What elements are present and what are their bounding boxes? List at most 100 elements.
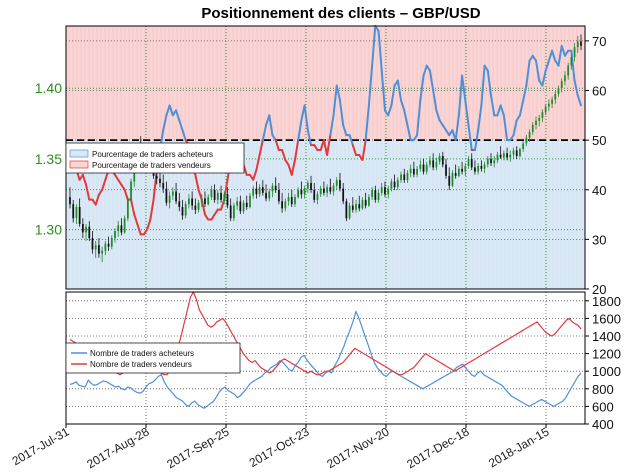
percentage-line-segment xyxy=(175,109,181,122)
date-axis: 2017-Jul-31 2017-Aug-28 2017-Sep-25 2017-Oc… xyxy=(10,424,552,471)
candle-body xyxy=(194,205,197,210)
count-tick-label: 1800 xyxy=(592,294,621,309)
candle-body xyxy=(81,223,84,233)
bottom-legend: Nombre de traders acheteurs Nombre de tr… xyxy=(65,342,241,374)
candle-body xyxy=(429,160,431,165)
candle-body xyxy=(448,175,451,186)
candle-body xyxy=(329,187,332,192)
percent-tick-label: 50 xyxy=(592,133,606,148)
candle-body xyxy=(480,165,483,169)
grid xyxy=(66,292,585,424)
percentage-line-segment xyxy=(178,119,184,132)
candle-body xyxy=(75,206,78,219)
percentage-line-segment xyxy=(165,104,171,117)
percentage-line-segment xyxy=(486,69,493,97)
candle-body xyxy=(255,188,258,195)
candle-body xyxy=(355,204,357,210)
candle-body xyxy=(204,198,206,205)
candle-body xyxy=(454,173,457,176)
candle-body xyxy=(261,187,264,193)
percentage-line-segment xyxy=(268,114,274,137)
candle-body xyxy=(515,150,518,157)
candle-body xyxy=(564,75,566,82)
candle-body xyxy=(512,150,515,155)
percentage-line-segment xyxy=(123,188,129,201)
percent-tick-label: 60 xyxy=(592,84,606,99)
candle-body xyxy=(133,165,136,182)
chart-title: Positionnement des clients – GBP/USD xyxy=(201,5,480,22)
percentage-line-segment xyxy=(371,25,377,67)
candle-body xyxy=(502,153,505,158)
count-tick-label: 1400 xyxy=(592,329,621,344)
date-tick-label: 2017-Oct-23 xyxy=(247,424,312,470)
count-tick-label: 600 xyxy=(592,399,614,414)
top-panel: 1.30 1.35 1.40 20 30 40 50 60 70 Pourcentage de… xyxy=(35,25,606,297)
percentage-line-segment xyxy=(252,168,258,181)
percentage-line-segment xyxy=(361,139,367,161)
candle-body xyxy=(130,181,132,200)
candle-body xyxy=(412,168,415,175)
percentage-line-segment xyxy=(490,94,496,117)
percentage-line-segment xyxy=(403,109,409,127)
candle-body xyxy=(339,180,341,189)
percentage-line-segment xyxy=(297,119,303,142)
percentage-line-segment xyxy=(390,84,396,107)
short-legend-label: Pourcentage de traders vendeurs xyxy=(92,161,211,170)
candle-body xyxy=(541,112,544,118)
candle-body xyxy=(265,192,267,199)
percentage-line-segment xyxy=(255,154,261,171)
short-fill-area xyxy=(66,26,585,141)
candle-body xyxy=(284,201,287,209)
candle-body xyxy=(576,41,579,48)
percentage-line-segment xyxy=(94,193,100,206)
candle-body xyxy=(358,204,361,209)
candle-body xyxy=(107,243,110,247)
bottom-panel: 400 600 800 1000 1200 1400 1600 1800 Nombre de … xyxy=(65,291,621,432)
candle-body xyxy=(509,154,512,158)
percentage-line-segment xyxy=(400,99,406,112)
candle-body xyxy=(126,199,129,219)
candle-body xyxy=(114,231,116,239)
percentage-line-segment xyxy=(557,44,563,67)
price-tick-label: 1.30 xyxy=(35,222,62,238)
candle-body xyxy=(290,197,293,205)
percentage-line-segment xyxy=(551,49,557,62)
candle-body xyxy=(496,154,499,161)
candle-body xyxy=(461,168,463,172)
candle-body xyxy=(110,238,113,247)
long-legend-label: Pourcentage de traders acheteurs xyxy=(92,150,213,159)
percentage-line-segment xyxy=(535,59,541,82)
candle-body xyxy=(274,185,277,191)
candle-body xyxy=(117,225,120,232)
percent-tick-label: 40 xyxy=(592,183,606,198)
candle-body xyxy=(490,158,492,164)
candle-body xyxy=(316,194,319,200)
candle-body xyxy=(226,194,229,206)
percentage-line-segment xyxy=(560,44,566,57)
candle-body xyxy=(538,117,541,121)
candle-body xyxy=(323,188,325,193)
candle-body xyxy=(551,99,553,104)
candle-body xyxy=(120,225,123,233)
percentage-line-segment xyxy=(338,99,345,127)
date-tick-label: 2018-Jan-15 xyxy=(486,424,552,470)
percentage-line-segment xyxy=(335,84,341,102)
candle-body xyxy=(467,158,470,166)
candle-body xyxy=(271,185,274,192)
candle-body xyxy=(441,156,444,165)
candle-body xyxy=(580,41,582,46)
percentage-line-segment xyxy=(512,119,518,137)
percentage-line-segment xyxy=(293,139,300,161)
percentage-line-segment xyxy=(454,114,460,142)
percentage-line-segment xyxy=(162,114,168,132)
percentage-line-segment xyxy=(547,49,554,62)
percent-axis: 20 30 40 50 60 70 xyxy=(585,34,606,297)
short-count-legend-label: Nombre de traders vendeurs xyxy=(90,360,192,369)
percentage-line-segment xyxy=(518,99,525,117)
candle-body xyxy=(457,168,460,176)
long-legend-swatch xyxy=(69,149,89,158)
percentage-line-segment xyxy=(149,198,155,221)
percentage-line-segment xyxy=(101,178,107,191)
candle-body xyxy=(557,88,560,94)
